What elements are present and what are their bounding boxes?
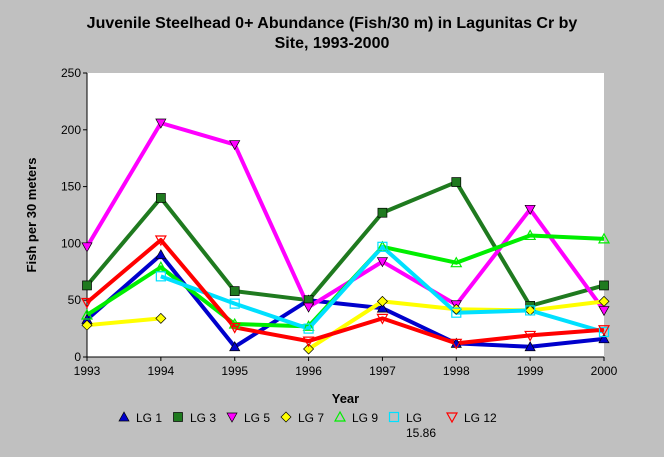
series-line-lg-7 — [86, 316, 162, 328]
data-point-lg-7 — [155, 312, 167, 324]
legend-marker-lg-3 — [173, 412, 183, 422]
data-point-lg-9 — [524, 229, 537, 241]
legend-label-lg-15-86: 15.86 — [406, 426, 436, 440]
data-point-lg-9 — [450, 256, 463, 268]
data-point-lg-15-86 — [525, 305, 536, 316]
data-point-lg-12 — [524, 330, 537, 342]
y-tick-label: 0 — [74, 350, 81, 364]
data-point-lg-3 — [156, 193, 166, 203]
data-point-lg-5 — [302, 302, 315, 313]
legend-label-lg-1: LG 1 — [136, 411, 162, 425]
legend-label-lg-5: LG 5 — [244, 411, 270, 425]
x-axis-title: Year — [332, 391, 359, 406]
legend-label-lg-3: LG 3 — [190, 411, 216, 425]
y-tick-label: 100 — [61, 236, 81, 250]
data-point-lg-9 — [80, 308, 94, 320]
data-point-lg-5 — [81, 242, 93, 253]
data-point-lg-15-86 — [155, 271, 166, 282]
x-tick-label: 1993 — [74, 364, 101, 378]
x-tick-label: 2000 — [591, 364, 618, 378]
data-point-lg-9 — [597, 232, 611, 244]
legend-label-lg-7: LG 7 — [298, 411, 324, 425]
data-point-lg-1 — [229, 341, 241, 352]
data-point-lg-3 — [377, 207, 388, 218]
legend-marker-lg-5 — [226, 412, 238, 423]
data-point-lg-7 — [598, 295, 610, 307]
legend-label-lg-15-86: LG — [406, 411, 422, 425]
data-point-lg-15-86 — [377, 241, 388, 252]
data-point-lg-5 — [155, 118, 167, 129]
legend-marker-lg-7 — [280, 411, 292, 423]
data-point-lg-12 — [450, 338, 463, 350]
data-point-lg-12 — [597, 325, 611, 336]
y-tick-label: 50 — [68, 293, 82, 307]
y-axis-title: Fish per 30 meters — [24, 158, 39, 273]
series-line-lg-3 — [85, 180, 605, 308]
x-tick-label: 1994 — [148, 364, 175, 378]
x-tick-label: 1998 — [443, 364, 470, 378]
chart-title-line-2: Site, 1993-2000 — [274, 35, 390, 52]
data-point-lg-5 — [229, 140, 241, 151]
data-point-lg-7 — [303, 343, 315, 355]
x-tick-label: 1999 — [517, 364, 544, 378]
data-point-lg-3 — [82, 280, 92, 291]
y-tick-label: 150 — [61, 180, 81, 194]
data-point-lg-7 — [81, 319, 93, 331]
series-line-lg-12 — [85, 237, 605, 346]
data-point-lg-1 — [598, 333, 610, 344]
y-tick-label: 250 — [61, 66, 81, 80]
data-point-lg-1 — [155, 249, 167, 260]
data-point-lg-3 — [229, 286, 240, 296]
data-point-lg-15-86 — [451, 307, 462, 318]
data-point-lg-15-86 — [598, 326, 610, 338]
legend-label-lg-12: LG 12 — [464, 411, 497, 425]
data-point-lg-15-86 — [303, 323, 314, 334]
data-point-lg-12 — [228, 322, 241, 334]
x-tick-label: 1996 — [295, 364, 322, 378]
data-point-lg-1 — [376, 302, 389, 313]
data-point-lg-12 — [302, 336, 315, 348]
data-point-lg-12 — [80, 297, 94, 309]
data-point-lg-3 — [599, 280, 609, 291]
data-point-lg-5 — [524, 204, 536, 216]
data-point-lg-7 — [376, 295, 388, 307]
x-tick-label: 1995 — [221, 364, 248, 378]
data-point-lg-3 — [451, 177, 462, 187]
legend-label-lg-9: LG 9 — [352, 411, 378, 425]
chart-title-line-1: Juvenile Steelhead 0+ Abundance (Fish/30… — [86, 15, 578, 32]
data-point-lg-5 — [376, 257, 389, 268]
y-tick-label: 200 — [61, 123, 81, 137]
data-point-lg-9 — [302, 320, 315, 331]
data-point-lg-12 — [154, 235, 167, 247]
data-point-lg-1 — [524, 341, 536, 352]
x-tick-label: 1997 — [369, 364, 396, 378]
legend-marker-lg-15-86 — [388, 411, 400, 423]
series-line-lg-1 — [85, 252, 605, 349]
data-point-lg-15-86 — [229, 298, 240, 309]
legend-marker-lg-12 — [445, 412, 459, 424]
legend-marker-lg-9 — [333, 410, 347, 422]
legend-marker-lg-1 — [118, 411, 130, 422]
data-point-lg-12 — [376, 313, 389, 325]
